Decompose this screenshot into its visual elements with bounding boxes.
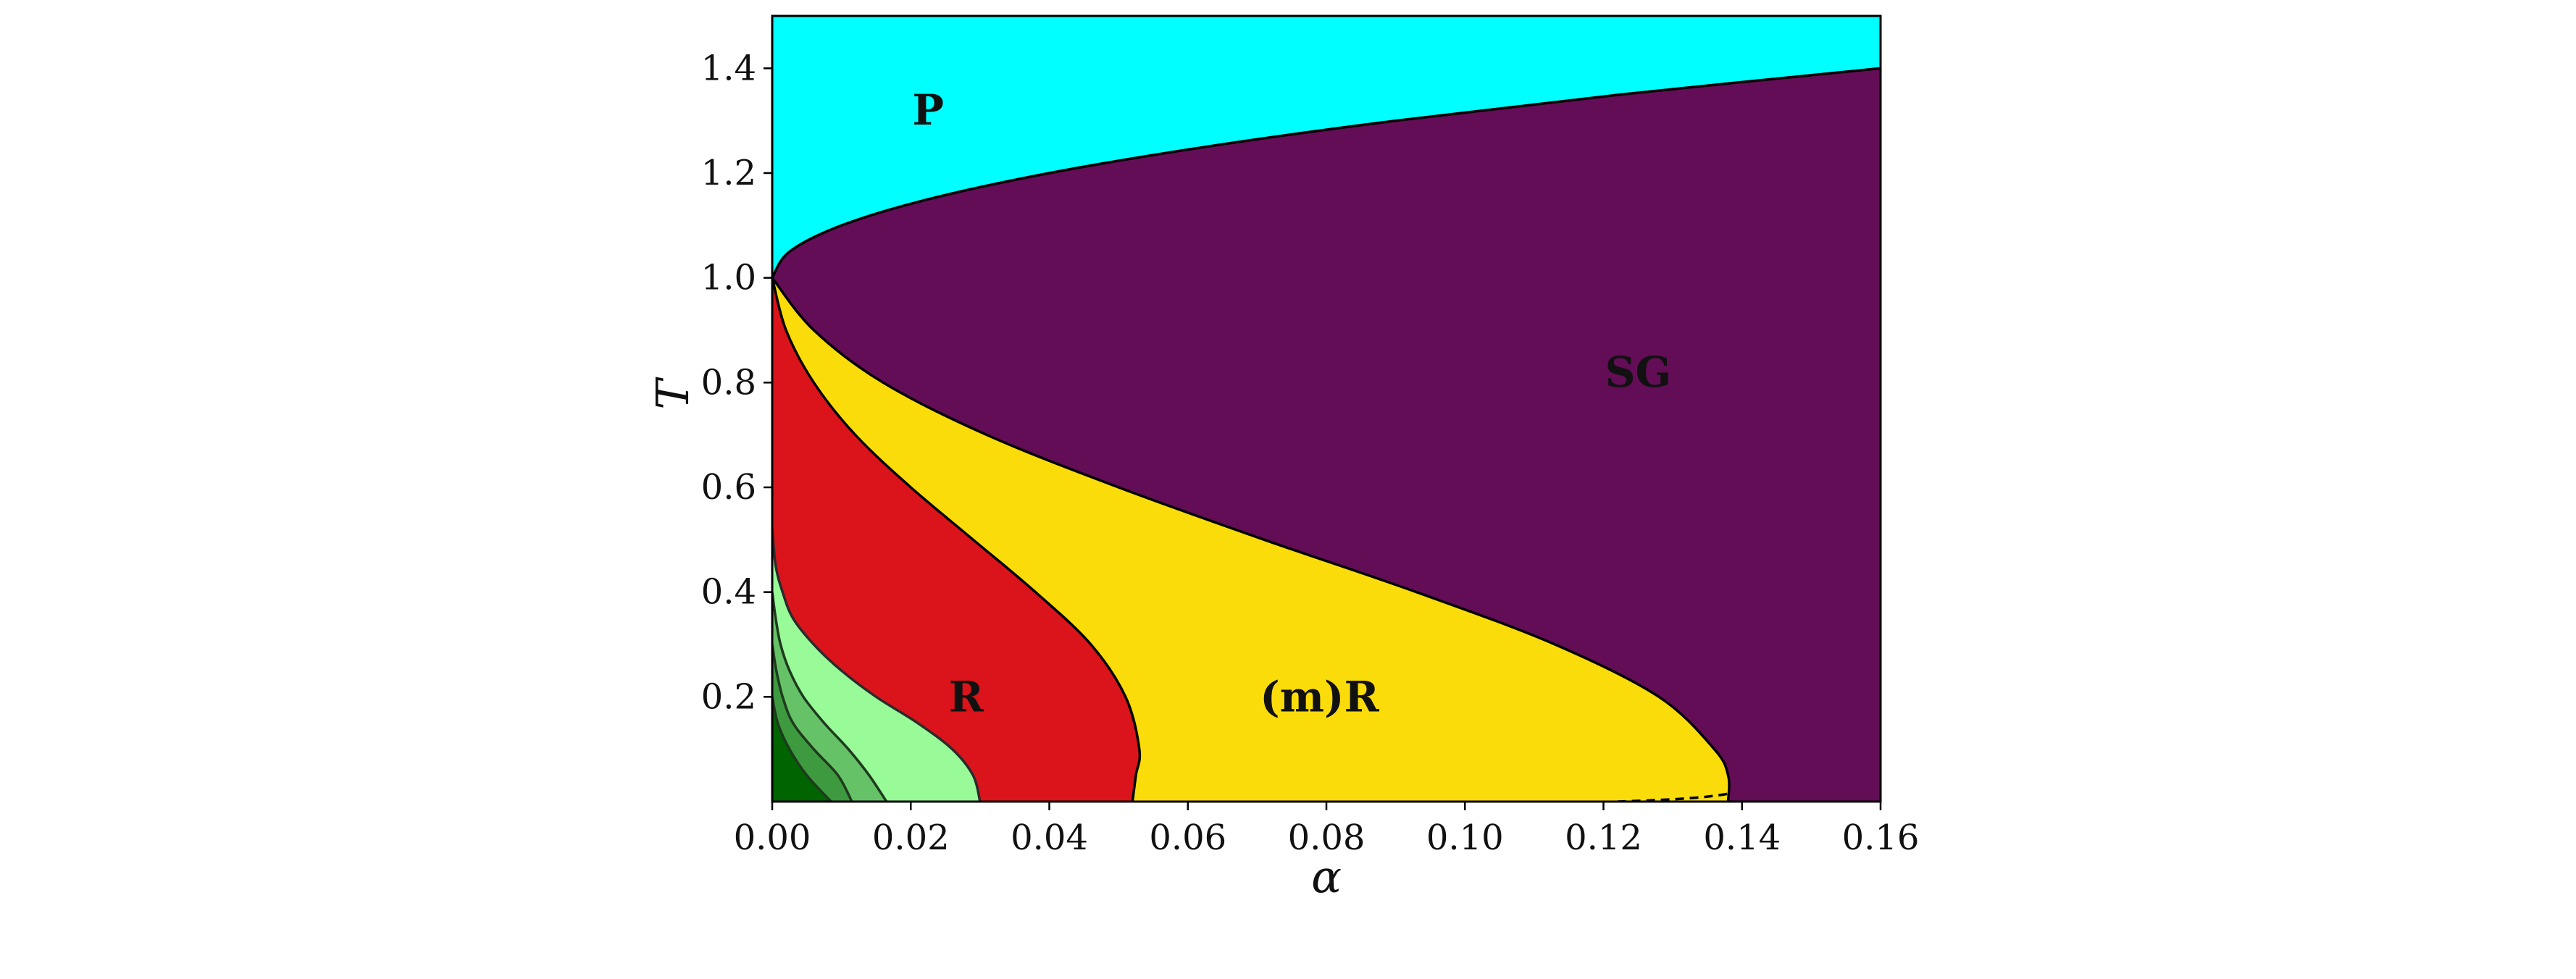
- phase-boundaries: [772, 67, 1881, 802]
- boundary-sg-mr: [772, 277, 1731, 802]
- y-tick-label: 1.0: [701, 258, 756, 298]
- x-tick-label: 0.00: [734, 818, 811, 858]
- y-tick-label: 0.8: [701, 362, 756, 403]
- x-tick-label: 0.16: [1842, 818, 1920, 858]
- region-labels: P SG R (m)R: [912, 85, 1671, 721]
- y-axis-ticks: 0.2 0.4 0.6 0.8 1.0 1.2 1.4: [701, 48, 772, 717]
- region-label: R: [949, 672, 984, 721]
- boundary-mr-r: [772, 277, 1142, 802]
- x-axis-ticks: 0.00 0.02 0.04 0.06 0.08 0.10 0.12 0.14 0.16: [734, 802, 1920, 858]
- x-tick-label: 0.14: [1703, 818, 1781, 858]
- region-label: (m)R: [1260, 672, 1379, 721]
- y-tick-label: 0.6: [701, 467, 756, 508]
- boundary-green-2-3: [772, 644, 853, 802]
- x-tick-label: 0.06: [1149, 818, 1226, 858]
- phase-regions: [772, 16, 1881, 802]
- y-axis-label: T: [646, 377, 699, 410]
- x-tick-label: 0.04: [1011, 818, 1088, 858]
- region-green-4: [772, 697, 832, 802]
- boundary-green-3-4: [772, 696, 832, 802]
- boundary-green-1-2: [772, 592, 888, 802]
- y-tick-label: 0.4: [701, 572, 756, 613]
- x-tick-label: 0.02: [872, 818, 950, 858]
- boundary-p-sg: [772, 67, 1881, 279]
- boundary-dashed: [1617, 792, 1728, 802]
- x-tick-label: 0.08: [1288, 818, 1366, 858]
- x-axis-label: α: [1311, 850, 1342, 903]
- x-tick-label: 0.10: [1426, 818, 1504, 858]
- y-tick-label: 1.4: [701, 48, 756, 88]
- region-label: P: [912, 85, 944, 135]
- region-label: SG: [1605, 348, 1671, 397]
- y-tick-label: 0.2: [701, 676, 756, 717]
- x-tick-label: 0.12: [1565, 818, 1642, 858]
- y-tick-label: 1.2: [701, 153, 756, 193]
- region-r: [772, 277, 1140, 802]
- boundary-r-green: [772, 529, 982, 802]
